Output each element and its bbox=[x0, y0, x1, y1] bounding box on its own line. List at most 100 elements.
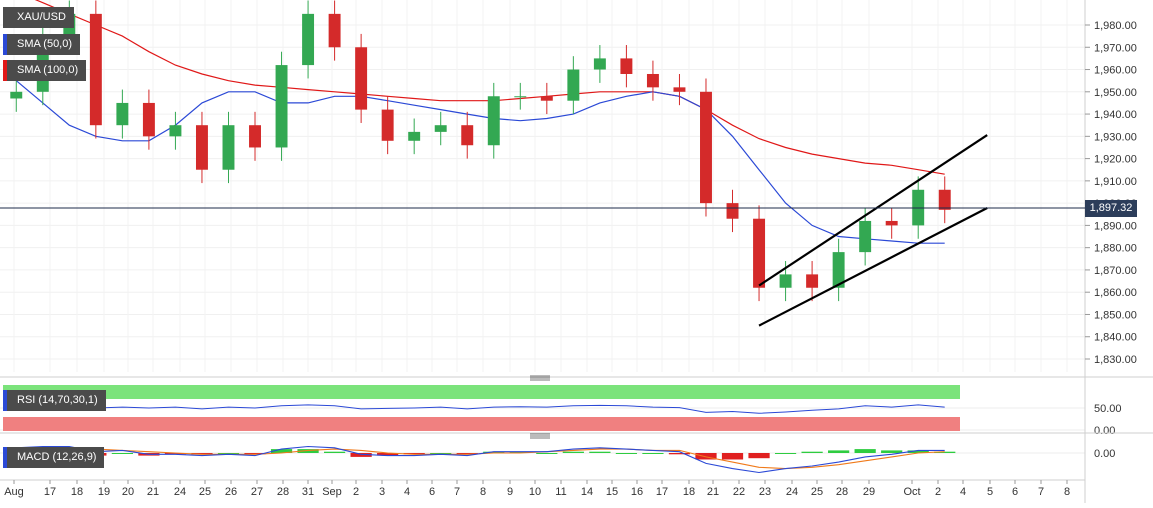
instrument-badge[interactable]: XAU/USD bbox=[3, 7, 74, 28]
sma50-label: SMA (50,0) bbox=[17, 38, 73, 50]
time-tick-label: 3 bbox=[379, 486, 385, 498]
candle bbox=[726, 189, 739, 233]
time-tick-label: 8 bbox=[1064, 486, 1070, 498]
price-channel bbox=[758, 134, 988, 327]
time-tick-label: 6 bbox=[1012, 486, 1018, 498]
candle bbox=[567, 56, 580, 115]
axes: 1,980.00 1,970.00 1,960.00 1,950.00 1,940.00… bbox=[0, 0, 1137, 503]
time-tick-label: 5 bbox=[987, 486, 993, 498]
moving-averages bbox=[15, 0, 945, 244]
time-tick-label: 21 bbox=[707, 486, 719, 498]
price-tick-label: 1,920.00 bbox=[1094, 154, 1137, 166]
macd-histogram-bar bbox=[934, 451, 956, 453]
time-tick-label: 29 bbox=[863, 486, 875, 498]
macd-histogram-bar bbox=[536, 453, 558, 454]
time-tick-label: 2 bbox=[353, 486, 359, 498]
macd-histogram-bar bbox=[748, 453, 770, 459]
rsi-badge[interactable]: RSI (14,70,30,1) bbox=[3, 390, 106, 411]
macd-histogram-bar bbox=[854, 449, 876, 453]
candle bbox=[540, 82, 553, 115]
candle bbox=[10, 78, 23, 112]
time-tick-label: 27 bbox=[251, 486, 263, 498]
macd-badge[interactable]: MACD (12,26,9) bbox=[3, 447, 105, 468]
candle bbox=[408, 118, 421, 155]
time-tick-label: 14 bbox=[581, 486, 593, 498]
macd-histogram-bar bbox=[191, 453, 213, 455]
macd-histogram-bar bbox=[430, 453, 452, 454]
macd-tick-label: 0.00 bbox=[1094, 448, 1115, 460]
time-tick-label: 17 bbox=[656, 486, 668, 498]
candle bbox=[355, 33, 368, 123]
macd-histogram-bar bbox=[164, 453, 187, 455]
macd-histogram-bar bbox=[801, 451, 823, 453]
price-tick-label: 1,840.00 bbox=[1094, 332, 1137, 344]
candle bbox=[673, 73, 686, 106]
time-tick-label: 7 bbox=[454, 486, 460, 498]
time-tick-label: 28 bbox=[836, 486, 848, 498]
time-tick-label: 22 bbox=[733, 486, 745, 498]
price-tick-label: 1,850.00 bbox=[1094, 309, 1137, 321]
time-tick-label: 19 bbox=[98, 486, 110, 498]
price-tick-label: 1,890.00 bbox=[1094, 220, 1137, 232]
time-tick-label: 10 bbox=[529, 486, 541, 498]
candle bbox=[832, 238, 845, 302]
sma50-line bbox=[15, 80, 945, 244]
sma50-badge[interactable]: SMA (50,0) bbox=[3, 34, 81, 55]
macd-histogram-bar bbox=[774, 453, 797, 454]
price-tick-label: 1,870.00 bbox=[1094, 265, 1137, 277]
macd-histogram-bar bbox=[589, 451, 611, 453]
time-tick-label: 20 bbox=[122, 486, 134, 498]
time-tick-label: 9 bbox=[507, 486, 513, 498]
sma100-badge[interactable]: SMA (100,0) bbox=[3, 60, 87, 81]
time-tick-label: Aug bbox=[4, 486, 24, 498]
rsi-oversold-zone bbox=[3, 417, 960, 431]
macd-histogram-bar bbox=[350, 453, 372, 457]
time-tick-label: 25 bbox=[199, 486, 211, 498]
rsi-tick-label: 50.00 bbox=[1094, 403, 1122, 415]
candle bbox=[620, 45, 633, 88]
price-tick-label: 1,930.00 bbox=[1094, 131, 1137, 143]
macd-line bbox=[16, 445, 945, 474]
candle bbox=[381, 96, 394, 155]
candle bbox=[885, 207, 898, 239]
time-tick-label: 26 bbox=[225, 486, 237, 498]
macd-histogram-bar bbox=[642, 453, 664, 454]
macd-histogram-bar bbox=[668, 453, 691, 455]
time-tick-label: 4 bbox=[960, 486, 966, 498]
resize-handle[interactable] bbox=[530, 433, 550, 439]
macd-panel bbox=[5, 445, 956, 474]
price-tick-label: 1,860.00 bbox=[1094, 287, 1137, 299]
price-tick-label: 1,950.00 bbox=[1094, 87, 1137, 99]
candle bbox=[275, 51, 288, 161]
time-tick-label: 28 bbox=[277, 486, 289, 498]
candle bbox=[487, 82, 500, 159]
candle bbox=[328, 0, 341, 61]
candles bbox=[10, 0, 951, 302]
time-tick-label: Oct bbox=[903, 486, 920, 498]
time-tick-label: 24 bbox=[786, 486, 798, 498]
macd-histogram-bar bbox=[377, 453, 399, 456]
candle bbox=[859, 207, 872, 266]
rsi-overbought-zone bbox=[3, 385, 960, 399]
time-tick-label: 6 bbox=[429, 486, 435, 498]
time-tick-label: 2 bbox=[935, 486, 941, 498]
macd-label: MACD (12,26,9) bbox=[17, 451, 97, 463]
macd-histogram-bar bbox=[509, 451, 531, 453]
resize-handle[interactable] bbox=[530, 375, 550, 381]
time-tick-label: 24 bbox=[174, 486, 186, 498]
candle bbox=[222, 111, 235, 184]
price-tick-label: 1,980.00 bbox=[1094, 20, 1137, 32]
macd-histogram-bar bbox=[244, 453, 266, 455]
candle bbox=[195, 111, 208, 184]
macd-histogram-bar bbox=[615, 453, 638, 454]
time-tick-label: 17 bbox=[44, 486, 56, 498]
time-tick-label: 15 bbox=[606, 486, 618, 498]
last-price-tag: 1,897.32 bbox=[1085, 200, 1137, 217]
price-tick-label: 1,880.00 bbox=[1094, 243, 1137, 255]
candle bbox=[89, 0, 102, 139]
time-tick-label: 31 bbox=[302, 486, 314, 498]
macd-histogram-bar bbox=[456, 453, 478, 455]
candle bbox=[938, 176, 951, 224]
candle bbox=[806, 261, 819, 302]
